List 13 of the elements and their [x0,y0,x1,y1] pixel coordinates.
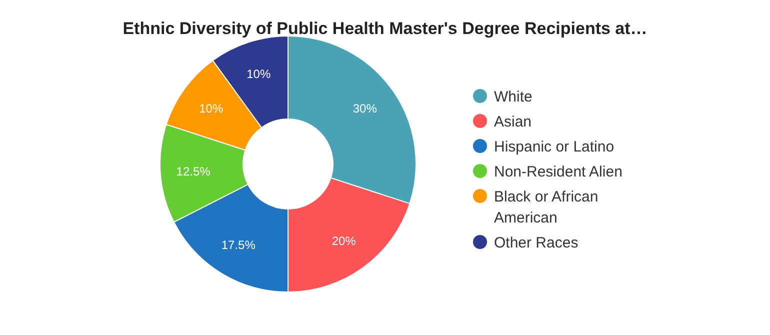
legend-label: White [494,88,532,106]
data-label: 10% [246,66,271,81]
data-label: 30% [352,101,378,116]
legend-label: Non-Resident Alien [494,163,622,180]
legend-label: Black or African American [494,188,598,226]
legend-label: Asian [494,113,532,130]
data-label: 17.5% [221,238,256,252]
legend-label: Hispanic or Latino [494,138,614,156]
data-label: 20% [332,234,356,248]
data-label: 12.5% [176,164,211,179]
data-label: 10% [199,101,224,116]
legend-label: Other Races [494,234,578,252]
chart-title: Ethnic Diversity of Public Health Master's Degree Recipients at… [122,19,648,38]
